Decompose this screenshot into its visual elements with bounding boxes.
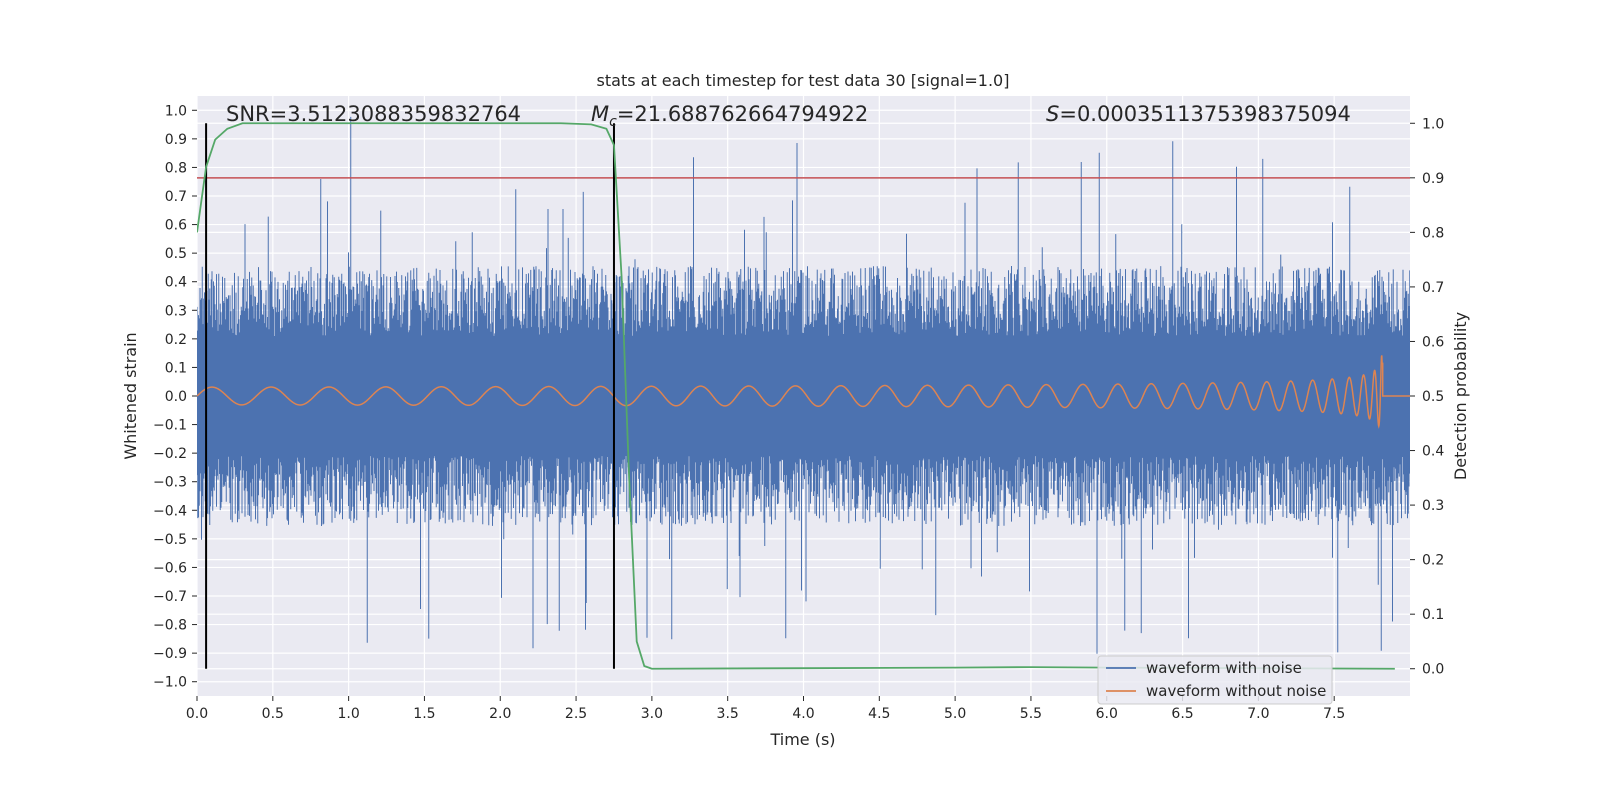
x-tick-label: 7.5 bbox=[1323, 706, 1345, 722]
y-left-tick-label: 0.4 bbox=[165, 275, 187, 291]
y-left-tick-label: −0.9 bbox=[153, 646, 187, 662]
x-axis-label: Time (s) bbox=[769, 730, 835, 749]
y-left-tick-label: 0.0 bbox=[165, 389, 187, 405]
legend-box bbox=[1097, 655, 1333, 705]
legend-label-noisy: waveform with noise bbox=[1146, 659, 1302, 677]
y-left-tick-label: 0.5 bbox=[165, 246, 187, 262]
y-axis-label-left: Whitened strain bbox=[121, 332, 140, 459]
x-tick-label: 7.0 bbox=[1247, 706, 1269, 722]
y-left-tick-label: 0.3 bbox=[165, 303, 187, 319]
y-left-tick-label: 0.8 bbox=[165, 160, 187, 176]
x-tick-label: 1.5 bbox=[413, 706, 435, 722]
y-left-tick-label: 0.7 bbox=[165, 189, 187, 205]
clean-waveform-series bbox=[197, 355, 1410, 429]
x-tick-label: 6.0 bbox=[1096, 706, 1118, 722]
x-tick-label: 1.0 bbox=[337, 706, 359, 722]
x-tick-label: 5.5 bbox=[1020, 706, 1042, 722]
y-right-tick-label: 1.0 bbox=[1422, 116, 1444, 132]
x-tick-label: 2.5 bbox=[565, 706, 587, 722]
x-tick-label: 6.5 bbox=[1171, 706, 1193, 722]
noisy-waveform-series bbox=[197, 116, 1410, 654]
x-tick-label: 3.0 bbox=[641, 706, 663, 722]
mc-annotation: Mc=21.688762664794922 bbox=[591, 102, 868, 130]
tick-labels: 0.0 0.5 1.0 1.5 2.0 2.5 3.0 3.5 4.0 4.5 5.0 5.5 6.0 6… bbox=[153, 103, 1444, 722]
snr-annotation: SNR=3.5123088359832764 bbox=[226, 102, 521, 126]
x-tick-label: 2.0 bbox=[489, 706, 511, 722]
detection-probability-series bbox=[197, 122, 1395, 670]
x-tick-label: 0.0 bbox=[186, 706, 208, 722]
x-tick-label: 0.5 bbox=[262, 706, 284, 722]
x-tick-label: 4.0 bbox=[792, 706, 814, 722]
y-right-tick-label: 0.8 bbox=[1422, 225, 1444, 241]
s-symbol: S bbox=[1046, 102, 1059, 126]
x-tick-label: 3.5 bbox=[717, 706, 739, 722]
x-tick-label: 5.0 bbox=[944, 706, 966, 722]
y-left-tick-label: 1.0 bbox=[165, 103, 187, 119]
y-left-tick-label: −0.1 bbox=[153, 418, 187, 434]
y-left-tick-label: −0.8 bbox=[153, 618, 187, 634]
y-left-tick-label: 0.2 bbox=[165, 332, 187, 348]
y-left-tick-label: −0.2 bbox=[153, 446, 187, 462]
chart-title: stats at each timestep for test data 30 … bbox=[597, 71, 1010, 90]
y-right-tick-label: 0.3 bbox=[1422, 498, 1444, 514]
y-left-tick-label: −0.3 bbox=[153, 475, 187, 491]
y-left-tick-label: 0.9 bbox=[165, 132, 187, 148]
y-right-tick-label: 0.4 bbox=[1422, 444, 1444, 460]
y-axis-label-right: Detection probability bbox=[1451, 312, 1470, 480]
legend-label-clean: waveform without noise bbox=[1146, 682, 1326, 700]
y-left-tick-label: −1.0 bbox=[153, 675, 187, 691]
mc-symbol: M bbox=[591, 102, 609, 126]
y-right-tick-label: 0.0 bbox=[1422, 662, 1444, 678]
y-left-tick-label: −0.5 bbox=[153, 532, 187, 548]
y-left-tick-label: 0.1 bbox=[165, 360, 187, 376]
vertical-markers bbox=[205, 123, 615, 669]
y-left-tick-label: 0.6 bbox=[165, 218, 187, 234]
legend: waveform with noise waveform without noi… bbox=[1097, 655, 1333, 705]
y-right-tick-label: 0.1 bbox=[1422, 607, 1444, 623]
mc-value: =21.688762664794922 bbox=[617, 102, 868, 126]
s-annotation: S=0.0003511375398375094 bbox=[1046, 102, 1351, 126]
x-tick-label: 4.5 bbox=[868, 706, 890, 722]
y-left-tick-label: −0.4 bbox=[153, 503, 187, 519]
s-value: =0.0003511375398375094 bbox=[1059, 102, 1351, 126]
y-right-tick-label: 0.2 bbox=[1422, 553, 1444, 569]
y-right-tick-label: 0.5 bbox=[1422, 389, 1444, 405]
y-right-tick-label: 0.7 bbox=[1422, 280, 1444, 296]
y-left-tick-label: −0.6 bbox=[153, 560, 187, 576]
mc-subscript: c bbox=[609, 114, 617, 130]
y-right-tick-label: 0.9 bbox=[1422, 171, 1444, 187]
noisy-waveform-trace bbox=[197, 116, 1410, 654]
y-right-tick-label: 0.6 bbox=[1422, 334, 1444, 350]
y-left-tick-label: −0.7 bbox=[153, 589, 187, 605]
